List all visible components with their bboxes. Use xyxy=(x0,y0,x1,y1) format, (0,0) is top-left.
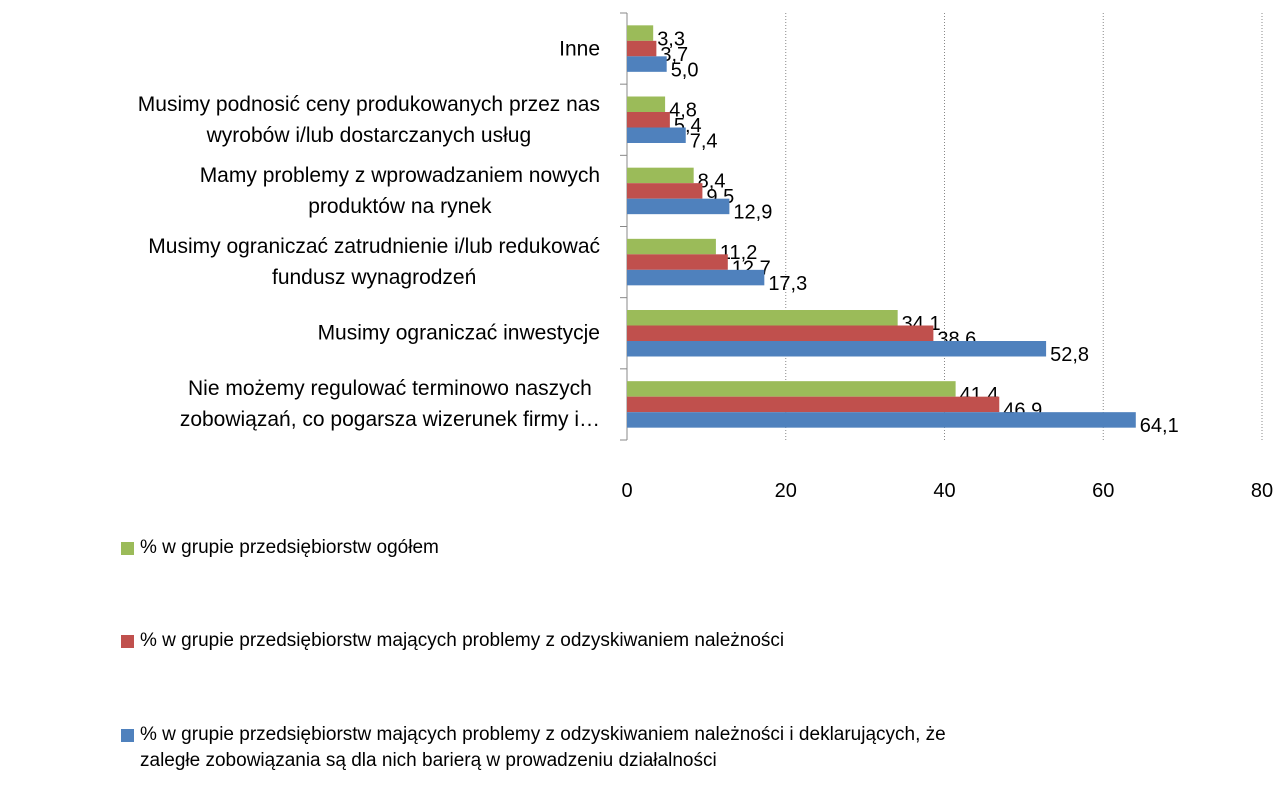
bar xyxy=(627,96,666,112)
bar xyxy=(627,127,686,143)
bar xyxy=(627,325,934,341)
category-label: Musimy ograniczać zatrudnienie i/lub red… xyxy=(148,235,600,290)
value-label: 3,3 xyxy=(657,28,685,50)
bar xyxy=(627,341,1047,357)
value-label: 12,9 xyxy=(733,202,772,224)
bar xyxy=(627,56,667,72)
legend-label: % w grupie przedsiębiorstw mających prob… xyxy=(140,630,785,651)
value-label: 4,8 xyxy=(669,100,697,122)
bar xyxy=(627,198,730,215)
bar xyxy=(627,412,1136,428)
bar xyxy=(627,112,670,128)
bar xyxy=(627,25,654,41)
x-tick-label: 20 xyxy=(775,480,797,502)
value-label: 64,1 xyxy=(1140,415,1179,437)
bar xyxy=(627,238,716,255)
value-label: 11,2 xyxy=(720,242,757,264)
x-tick-label: 80 xyxy=(1251,480,1273,502)
legend-swatch xyxy=(121,635,134,648)
category-label: Inne xyxy=(559,37,600,61)
bar xyxy=(627,40,657,57)
category-label: Musimy podnosić ceny produkowanych przez… xyxy=(137,92,600,147)
value-label: 52,8 xyxy=(1050,344,1089,366)
bar xyxy=(627,167,694,184)
category-label: Musimy ograniczać inwestycje xyxy=(317,321,600,345)
legend-swatch xyxy=(121,729,134,742)
value-label: 7,4 xyxy=(690,131,718,153)
x-tick-label: 60 xyxy=(1092,480,1114,502)
value-label: 17,3 xyxy=(768,273,807,295)
value-label: 5,0 xyxy=(671,59,699,81)
bar xyxy=(627,254,728,270)
bar xyxy=(627,183,703,199)
bar xyxy=(627,269,765,286)
legend-label: % w grupie przedsiębiorstw mających prob… xyxy=(140,724,946,771)
legend-label: % w grupie przedsiębiorstw ogółem xyxy=(140,537,439,558)
value-label: 3,7 xyxy=(660,44,688,66)
x-tick-label: 40 xyxy=(933,480,955,502)
bar xyxy=(627,396,1000,413)
category-label: Nie możemy regulować terminowo naszych z… xyxy=(179,377,600,432)
legend-swatch xyxy=(121,542,134,555)
category-label: Mamy problemy z wprowadzaniem nowych pro… xyxy=(199,163,600,218)
bar xyxy=(627,310,898,326)
x-tick-label: 0 xyxy=(621,480,632,502)
bar xyxy=(627,381,956,397)
value-label: 8,4 xyxy=(698,171,726,193)
